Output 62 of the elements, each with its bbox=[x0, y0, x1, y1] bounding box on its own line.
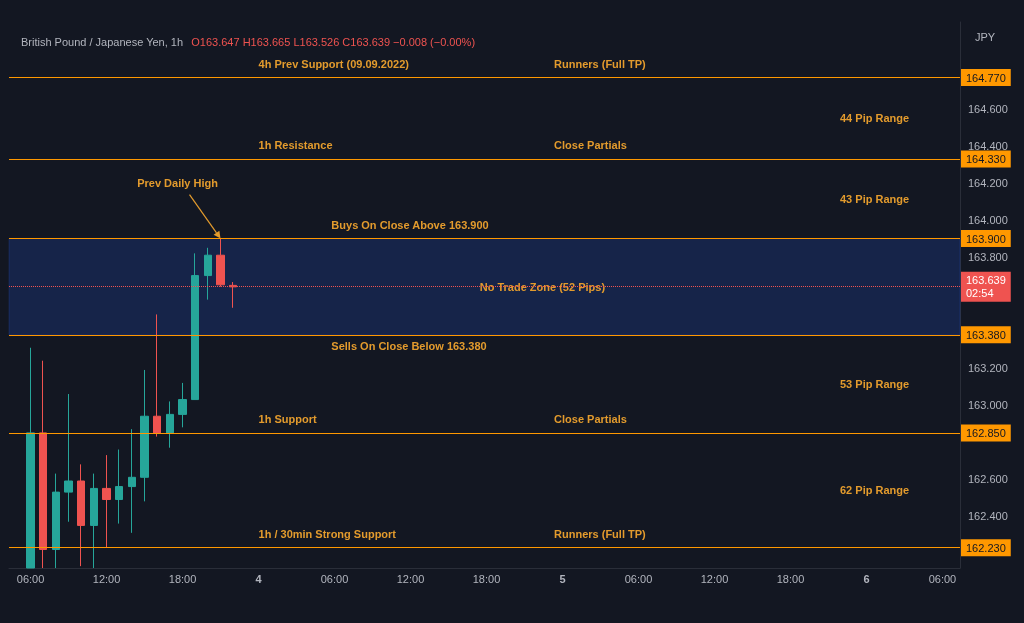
y-tick-label: 162.400 bbox=[968, 510, 1008, 523]
candlestick bbox=[26, 347, 35, 569]
candlestick bbox=[204, 247, 212, 301]
candlestick bbox=[115, 449, 123, 525]
annotation: 4h Prev Support (09.09.2022) bbox=[258, 58, 410, 71]
x-tick-label: 4 bbox=[255, 572, 263, 585]
annotation: 44 Pip Range bbox=[840, 112, 910, 125]
x-tick-label: 6 bbox=[863, 572, 870, 585]
candlestick bbox=[52, 473, 60, 569]
annotation: Close Partials bbox=[554, 139, 627, 152]
candlestick bbox=[178, 382, 187, 428]
x-tick-label: 06:00 bbox=[16, 572, 45, 585]
annotation: Runners (Full TP) bbox=[554, 528, 647, 541]
candlestick bbox=[191, 252, 199, 401]
y-axis-title: JPY bbox=[975, 31, 996, 43]
y-tick-label: 163.200 bbox=[968, 362, 1008, 375]
y-tick-label: 164.000 bbox=[968, 214, 1008, 227]
annotation: 62 Pip Range bbox=[840, 484, 910, 497]
y-tick-label: 164.600 bbox=[968, 102, 1008, 115]
annotation: 53 Pip Range bbox=[840, 377, 910, 390]
y-tick-label: 164.200 bbox=[968, 177, 1008, 190]
x-tick-label: 18:00 bbox=[472, 572, 501, 585]
candlestick bbox=[102, 454, 111, 549]
annotation: Buys On Close Above 163.900 bbox=[331, 219, 489, 232]
x-tick-label: 06:00 bbox=[928, 572, 957, 585]
text: O163.647 H163.665 L163.526 C163.639 −0.008 (−0.00%) bbox=[191, 35, 476, 48]
y-tick-label: 164.400 bbox=[968, 140, 1008, 153]
y-tick-label: 162.600 bbox=[968, 473, 1008, 486]
candlestick bbox=[153, 313, 161, 438]
candlestick bbox=[39, 360, 47, 569]
x-tick-label: 06:00 bbox=[320, 572, 349, 585]
candlestick bbox=[140, 369, 149, 502]
annotation: 1h Support bbox=[258, 413, 317, 426]
text: British Pound / Japanese Yen, 1h bbox=[21, 35, 184, 48]
ref-line-label: 163.639 02:54 bbox=[966, 274, 1006, 300]
x-tick-label: 18:00 bbox=[776, 572, 805, 585]
y-tick-label: 163.000 bbox=[968, 399, 1008, 412]
candlestick bbox=[166, 400, 174, 449]
candlestick bbox=[128, 428, 136, 534]
annotation: Sells On Close Below 163.380 bbox=[331, 340, 487, 353]
annotation: 43 Pip Range bbox=[840, 192, 910, 205]
x-tick-label: 5 bbox=[559, 572, 566, 585]
candlestick bbox=[77, 463, 85, 567]
annotation: 1h / 30min Strong Support bbox=[258, 528, 397, 541]
annotation: Prev Daily High bbox=[137, 176, 219, 189]
y-tick-label: 163.800 bbox=[968, 251, 1008, 264]
annotation: Close Partials bbox=[554, 413, 627, 426]
x-tick-label: 12:00 bbox=[700, 572, 729, 585]
x-tick-label: 18:00 bbox=[168, 572, 197, 585]
x-tick-label: 12:00 bbox=[92, 572, 121, 585]
ref-line-label: 162.230 bbox=[966, 541, 1006, 554]
ref-line-label: 162.850 bbox=[966, 426, 1006, 439]
x-tick-label: 12:00 bbox=[396, 572, 425, 585]
ref-line-label: 163.380 bbox=[966, 328, 1006, 341]
ref-line-label: 163.900 bbox=[966, 232, 1006, 245]
annotation: 1h Resistance bbox=[258, 139, 333, 152]
ref-line-label: 164.770 bbox=[966, 71, 1006, 84]
candlestick bbox=[90, 473, 98, 569]
annotation: Runners (Full TP) bbox=[554, 58, 647, 71]
x-tick-label: 06:00 bbox=[624, 572, 653, 585]
candlestick bbox=[64, 393, 73, 523]
ref-line-label: 164.330 bbox=[966, 152, 1006, 165]
